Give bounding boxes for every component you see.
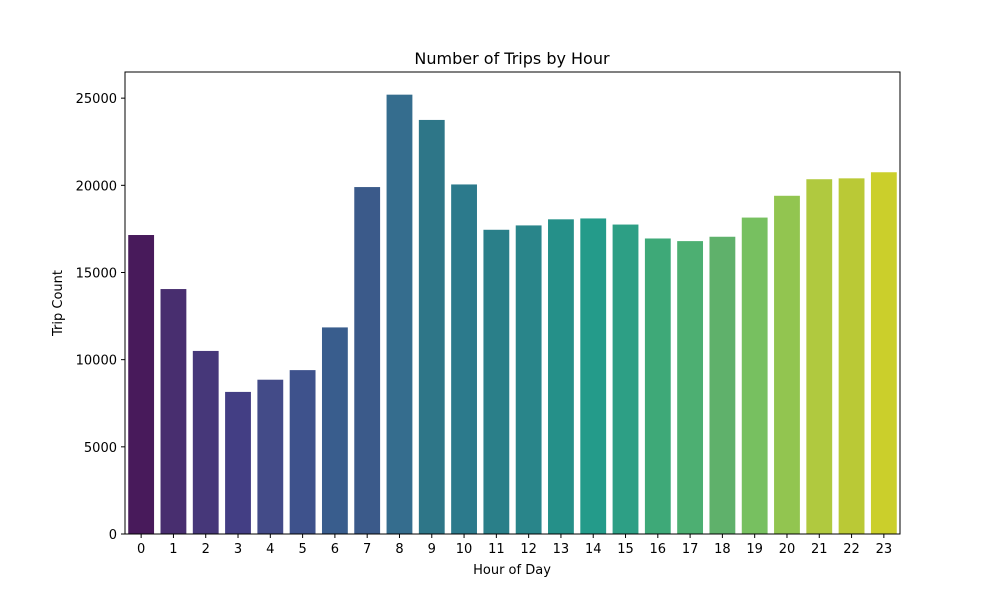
x-tick-label: 16 xyxy=(650,542,667,557)
x-tick-label: 1 xyxy=(169,542,177,557)
x-tick-label: 20 xyxy=(779,542,796,557)
x-tick-label: 0 xyxy=(137,542,145,557)
bar-hour-5 xyxy=(289,370,316,534)
bar-hour-6 xyxy=(321,327,348,534)
x-tick-label: 13 xyxy=(553,542,570,557)
y-tick-label: 5000 xyxy=(84,441,117,456)
x-tick-label: 6 xyxy=(331,542,339,557)
x-tick-label: 3 xyxy=(234,542,242,557)
bar-hour-7 xyxy=(354,187,381,534)
bar-hour-14 xyxy=(580,218,607,534)
plot-frame xyxy=(124,71,901,535)
x-tick-label: 9 xyxy=(428,542,436,557)
x-tick-label: 22 xyxy=(843,542,860,557)
bar-hour-0 xyxy=(128,235,155,534)
y-axis-label: Trip Count xyxy=(51,270,66,337)
x-tick-label: 2 xyxy=(202,542,210,557)
bar-hour-16 xyxy=(644,238,671,535)
bar-hour-21 xyxy=(806,179,833,534)
bar-hour-12 xyxy=(515,225,542,535)
x-tick-label: 15 xyxy=(617,542,634,557)
bar-hour-10 xyxy=(451,184,477,534)
x-tick-label: 23 xyxy=(876,542,893,557)
x-tick-label: 12 xyxy=(520,542,537,557)
bar-hour-4 xyxy=(257,379,284,534)
x-tick-label: 17 xyxy=(682,542,699,557)
bar-hour-18 xyxy=(709,236,736,534)
y-tick-label: 10000 xyxy=(76,354,117,369)
bar-hour-17 xyxy=(677,241,704,535)
bar-hour-2 xyxy=(192,350,219,534)
chart-title: Number of Trips by Hour xyxy=(414,49,610,68)
x-axis-ticks: 0 1 2 3 4 5 6 7 8 9 10 11 12 13 14 15 16 17 18 19 20 21 22 23 xyxy=(137,534,892,557)
x-axis-label: Hour of Day xyxy=(473,563,551,578)
x-tick-label: 4 xyxy=(266,542,274,557)
bars-group xyxy=(128,94,897,535)
y-axis-ticks: 0 5000 10000 15000 20000 25000 xyxy=(76,92,125,543)
x-tick-label: 11 xyxy=(488,542,505,557)
x-tick-label: 21 xyxy=(811,542,828,557)
bar-hour-1 xyxy=(160,289,187,534)
y-tick-label: 25000 xyxy=(76,92,117,107)
bar-hour-9 xyxy=(418,119,445,534)
bar-hour-11 xyxy=(483,229,510,534)
bar-hour-3 xyxy=(225,391,251,534)
bar-hour-13 xyxy=(548,219,574,534)
bar-hour-19 xyxy=(741,217,768,534)
x-tick-label: 7 xyxy=(363,542,371,557)
y-tick-label: 15000 xyxy=(76,266,117,281)
x-tick-label: 14 xyxy=(585,542,602,557)
bar-hour-22 xyxy=(838,178,865,534)
bar-hour-23 xyxy=(870,172,897,534)
bar-hour-20 xyxy=(774,195,800,534)
y-tick-label: 20000 xyxy=(76,179,117,194)
x-tick-label: 18 xyxy=(714,542,731,557)
bar-hour-8 xyxy=(386,94,413,534)
x-tick-label: 10 xyxy=(456,542,473,557)
y-tick-label: 0 xyxy=(109,528,117,543)
x-tick-label: 5 xyxy=(298,542,306,557)
x-tick-label: 19 xyxy=(746,542,763,557)
x-tick-label: 8 xyxy=(395,542,403,557)
bar-hour-15 xyxy=(612,224,639,535)
